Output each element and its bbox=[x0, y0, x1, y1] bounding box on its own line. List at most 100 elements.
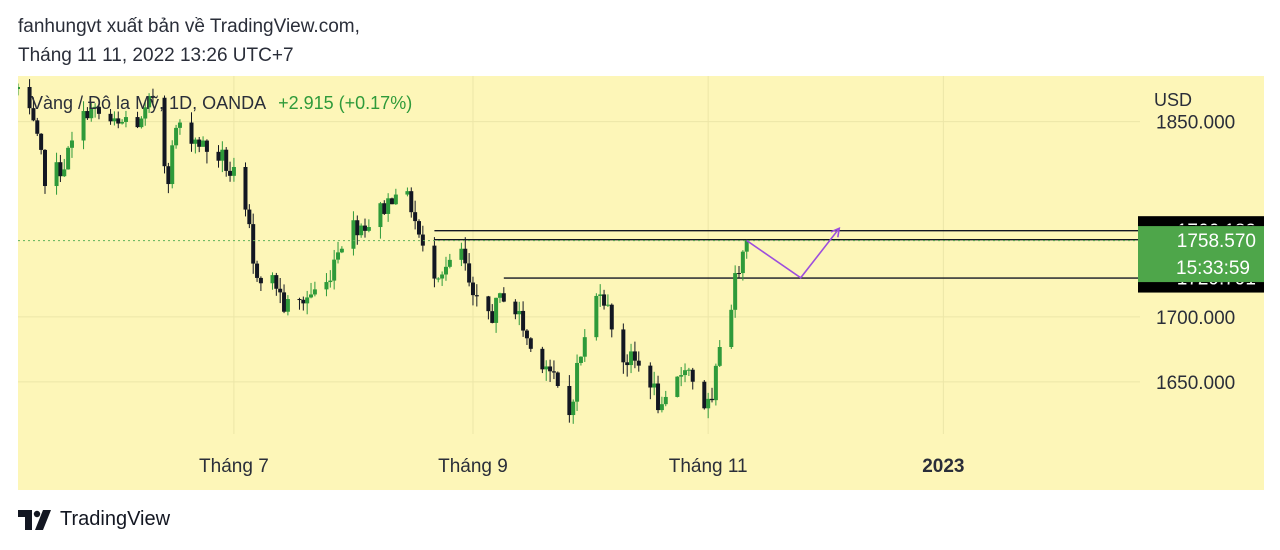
candle-body bbox=[494, 297, 499, 323]
candle-body bbox=[474, 295, 479, 297]
candle-body bbox=[733, 273, 738, 310]
candle-body bbox=[120, 121, 125, 124]
candle-body bbox=[652, 383, 657, 388]
countdown-label: 15:33:59 bbox=[1176, 258, 1250, 279]
candle-body bbox=[193, 139, 198, 144]
change-label: +2.915 (+0.17%) bbox=[278, 93, 412, 113]
candle-body bbox=[470, 282, 475, 296]
candle-body bbox=[432, 245, 437, 279]
candle-body bbox=[625, 362, 630, 366]
candle-body bbox=[567, 385, 572, 416]
candle-body bbox=[501, 293, 506, 302]
candle-body bbox=[548, 366, 553, 372]
candle-body bbox=[243, 166, 248, 210]
candle-body bbox=[16, 86, 20, 90]
candle-body bbox=[93, 106, 98, 108]
horizontal-level-lines bbox=[434, 229, 1140, 279]
candle-body bbox=[116, 118, 121, 124]
candle-body bbox=[675, 376, 680, 397]
candle-body bbox=[177, 122, 182, 128]
candle-body bbox=[582, 337, 587, 357]
candle-body bbox=[305, 297, 310, 304]
candle-body bbox=[270, 275, 275, 284]
tradingview-wordmark: TradingView bbox=[60, 508, 171, 530]
candle-body bbox=[710, 398, 715, 401]
candle-body bbox=[355, 220, 360, 236]
candle-body bbox=[274, 275, 279, 289]
candle-body bbox=[282, 292, 287, 312]
candle-body bbox=[31, 108, 36, 121]
candle-body bbox=[278, 288, 283, 293]
candle-body bbox=[409, 191, 414, 213]
symbol-label: Vàng / Đô la Mỹ, 1D, OANDA bbox=[31, 93, 266, 113]
x-tick-label: Tháng 11 bbox=[669, 456, 748, 477]
candle-body bbox=[301, 299, 306, 304]
candle-body bbox=[108, 113, 113, 122]
candle-body bbox=[112, 118, 117, 122]
candle-body bbox=[96, 106, 101, 114]
candle-body bbox=[648, 365, 653, 388]
candle-body bbox=[386, 198, 391, 214]
candle-body bbox=[35, 120, 40, 134]
candle-body bbox=[339, 248, 344, 253]
candle-body bbox=[575, 362, 580, 402]
candle-body bbox=[135, 117, 140, 128]
candle-body bbox=[540, 348, 545, 370]
candle-body bbox=[659, 404, 664, 411]
candle-body bbox=[598, 294, 603, 296]
candle-body bbox=[686, 369, 691, 371]
candle-body bbox=[528, 338, 533, 349]
candle-body bbox=[366, 227, 371, 231]
candle-body bbox=[231, 166, 236, 176]
candle-body bbox=[162, 97, 167, 167]
candle-body bbox=[744, 240, 749, 252]
candle-body bbox=[621, 329, 626, 363]
candle-body bbox=[702, 381, 707, 409]
x-axis: Tháng 7 Tháng 9 Tháng 11 2023 bbox=[199, 456, 964, 477]
candle-body bbox=[609, 304, 614, 330]
candle-body bbox=[228, 170, 233, 176]
candle-body bbox=[594, 295, 599, 338]
projection-arrowhead bbox=[830, 226, 841, 238]
candle-body bbox=[336, 252, 341, 260]
candle-body bbox=[312, 289, 317, 295]
candle-body bbox=[204, 140, 209, 152]
candle-body bbox=[706, 398, 711, 409]
candle-body bbox=[197, 139, 202, 147]
candle-body bbox=[629, 351, 634, 366]
candles bbox=[16, 79, 749, 424]
candle-body bbox=[143, 107, 148, 119]
candle-body bbox=[413, 212, 418, 222]
candle-body bbox=[382, 203, 387, 214]
candle-body bbox=[436, 278, 441, 280]
candle-body bbox=[324, 282, 329, 290]
candle-body bbox=[555, 372, 560, 386]
candle-body bbox=[255, 263, 260, 278]
candle-body bbox=[420, 234, 425, 246]
price-chart[interactable]: Vàng / Đô la Mỹ, 1D, OANDA +2.915 (+0.17… bbox=[16, 76, 1264, 490]
candle-body bbox=[393, 194, 398, 205]
y-tick-label: 1650.000 bbox=[1156, 373, 1235, 394]
candle-body bbox=[297, 299, 302, 301]
candle-body bbox=[544, 366, 549, 370]
candle-body bbox=[201, 140, 206, 147]
candle-body bbox=[490, 311, 495, 323]
candle-body bbox=[166, 166, 171, 185]
candle-body bbox=[521, 310, 526, 331]
candle-body bbox=[123, 117, 128, 122]
candle-body bbox=[139, 118, 144, 128]
publisher-line: fanhungvt xuất bản về TradingView.com, bbox=[18, 16, 360, 37]
candle-body bbox=[459, 248, 464, 260]
tradingview-logo-icon bbox=[18, 509, 51, 530]
currency-label: USD bbox=[1154, 90, 1192, 110]
candle-body bbox=[524, 330, 529, 339]
candle-body bbox=[602, 294, 607, 306]
candle-body bbox=[351, 220, 356, 249]
candle-body bbox=[416, 221, 421, 235]
candle-body bbox=[42, 149, 47, 187]
candle-body bbox=[571, 401, 576, 416]
candle-body bbox=[632, 351, 637, 361]
candle-body bbox=[170, 145, 175, 185]
candle-body bbox=[690, 369, 695, 382]
